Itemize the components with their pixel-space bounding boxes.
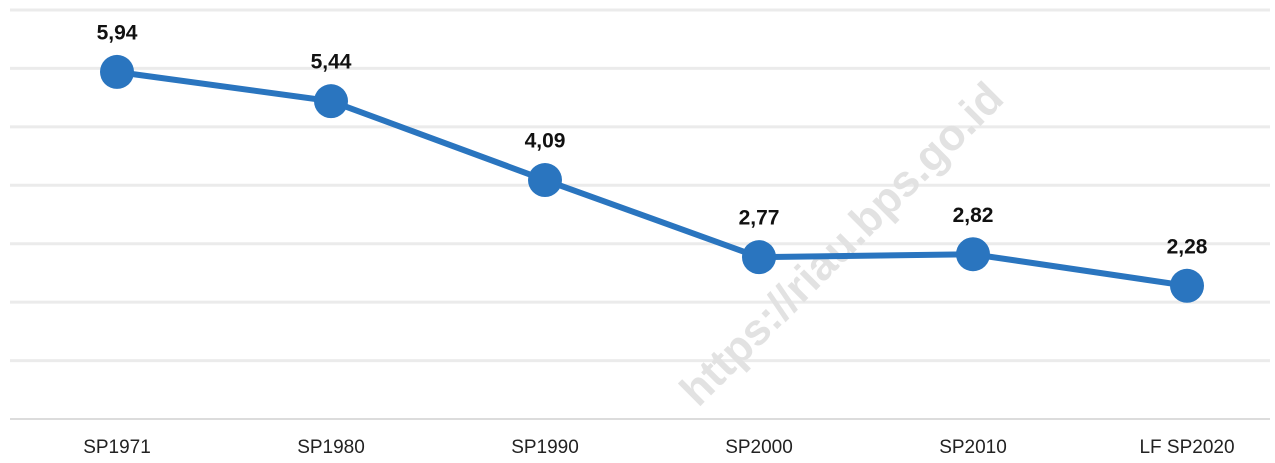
x-tick-label: SP1971 — [83, 437, 151, 458]
x-tick-label: SP1990 — [511, 437, 579, 458]
x-tick-label: SP1980 — [297, 437, 365, 458]
point — [956, 237, 990, 272]
point — [314, 84, 348, 119]
plot: SP1971 SP1980 SP1990 SP2000 SP2010 LF SP2020 5… — [83, 21, 1234, 458]
data-label: 5,44 — [311, 51, 352, 74]
point — [742, 240, 776, 275]
point — [100, 54, 134, 89]
x-tick-label: SP2010 — [939, 437, 1007, 458]
x-tick-label: LF SP2020 — [1139, 437, 1234, 458]
point — [1170, 268, 1204, 303]
data-label: 2,77 — [739, 207, 780, 230]
grid — [10, 8, 1270, 420]
x-tick-label: SP2000 — [725, 437, 793, 458]
series-line — [116, 68, 1188, 289]
data-label: 2,82 — [953, 204, 994, 227]
data-label: 2,28 — [1167, 235, 1208, 258]
point — [528, 163, 562, 198]
data-label: 4,09 — [525, 130, 566, 153]
data-label: 5,94 — [97, 21, 138, 44]
